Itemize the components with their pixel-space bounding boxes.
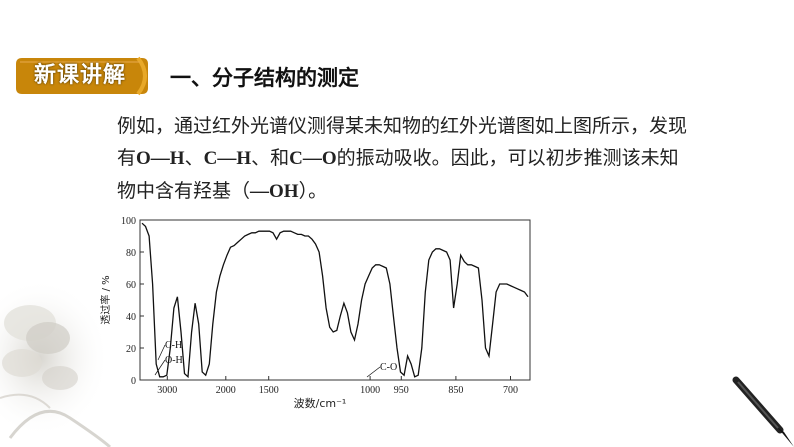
x-tick-label: 850 [448, 385, 463, 396]
paragraph-line-2: 有O—H、C—H、和C—O的振动吸收。因此，可以初步推测该未知 [117, 142, 717, 175]
text-segment: 的振动吸收。因此，可以初步推测该未知 [336, 147, 679, 169]
x-tick-label: 950 [394, 385, 409, 396]
y-tick-label: 100 [121, 216, 136, 227]
annotation-leader-oh [154, 359, 166, 376]
paragraph-line-1: 例如，通过红外光谱仪测得某未知物的红外光谱图如上图所示，发现 [117, 115, 688, 137]
badge-background [16, 56, 148, 96]
y-axis-label: 透过率 / % [99, 275, 112, 324]
ir-spectrum-chart: 透过率 / % 波数/cm⁻¹ 0 20 40 60 80 100 3000 2000 150… [99, 216, 531, 410]
brush-decoration [732, 376, 794, 447]
x-tick-label: 3000 [157, 385, 177, 396]
text-segment: ）。 [298, 180, 328, 202]
text-segment: 物中含有羟基（ [117, 180, 251, 202]
spectrum-line [141, 222, 529, 379]
x-tick-label: 1500 [259, 385, 279, 396]
annotation-oh: O-H [165, 355, 183, 366]
body-paragraph: 例如，通过红外光谱仪测得某未知物的红外光谱图如上图所示，发现 有O—H、C—H、… [117, 110, 717, 208]
badge-label: 新课讲解 [33, 63, 126, 88]
text-segment: 、和 [251, 147, 290, 169]
x-tick-label: 2000 [216, 385, 236, 396]
paragraph-line-3: 物中含有羟基（—OH）。 [117, 175, 717, 208]
y-tick-label: 40 [126, 312, 136, 323]
bond-oh: O—H [136, 148, 185, 169]
y-tick-label: 80 [126, 248, 136, 259]
annotation-leader-co [366, 366, 381, 378]
text-segment: 、 [184, 147, 204, 169]
ink-flower-decoration [0, 278, 112, 447]
bond-ch: C—H [203, 148, 252, 169]
bond-co: C—O [289, 148, 337, 169]
section-title: 一、分子结构的测定 [170, 66, 359, 90]
annotation-co: C-O [380, 362, 397, 373]
text-segment: 有 [117, 147, 137, 169]
y-tick-label: 20 [126, 344, 136, 355]
annotation-ch: C-H [165, 340, 182, 351]
annotation-leader-ch [157, 344, 166, 361]
x-tick-label: 700 [503, 385, 518, 396]
plot-frame [139, 219, 531, 381]
y-tick-label: 60 [126, 280, 136, 291]
group-oh: —OH [250, 181, 299, 202]
y-tick-label: 0 [131, 376, 136, 387]
section-badge: 新课讲解 [14, 56, 152, 96]
x-axis-label: 波数/cm⁻¹ [294, 397, 347, 410]
x-tick-label: 1000 [360, 385, 380, 396]
